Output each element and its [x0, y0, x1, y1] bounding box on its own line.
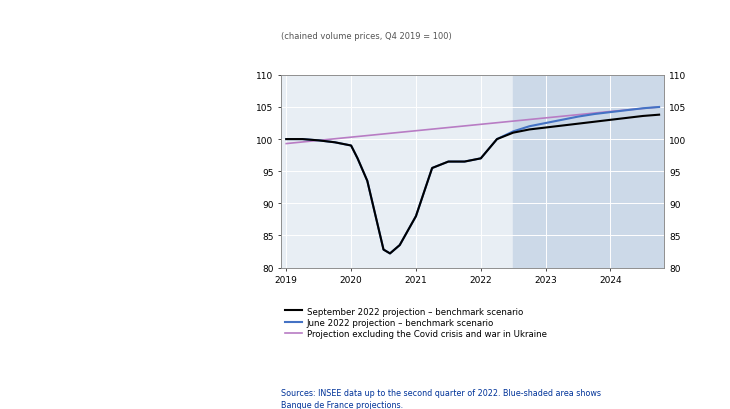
Text: (chained volume prices, Q4 2019 = 100): (chained volume prices, Q4 2019 = 100)	[281, 32, 452, 41]
Legend: September 2022 projection – benchmark scenario, June 2022 projection – benchmark: September 2022 projection – benchmark sc…	[285, 307, 547, 338]
Text: Sources: INSEE data up to the second quarter of 2022. Blue-shaded area shows
Ban: Sources: INSEE data up to the second qua…	[281, 389, 601, 409]
Bar	[513, 76, 675, 268]
